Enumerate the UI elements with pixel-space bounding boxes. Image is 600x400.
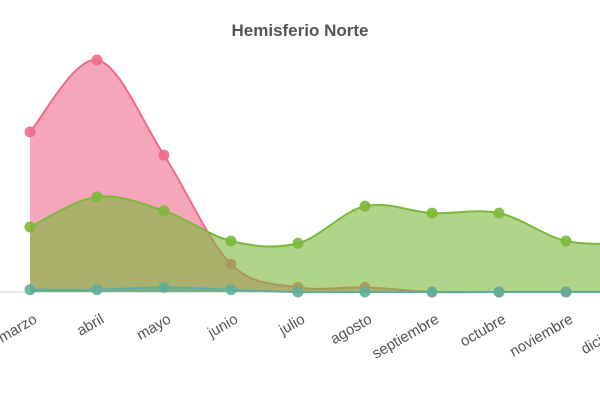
x-tick-label: mayo (134, 311, 174, 344)
data-point (292, 286, 304, 298)
data-point (426, 207, 438, 219)
data-point (426, 286, 438, 298)
data-point (24, 221, 36, 233)
data-point (158, 205, 170, 217)
data-point (225, 235, 237, 247)
data-point (359, 200, 371, 212)
x-tick-label: julio (276, 311, 308, 340)
x-tick-label: junio (204, 311, 241, 342)
data-point (91, 54, 103, 66)
data-point (493, 207, 505, 219)
area-line (29, 286, 600, 294)
data-point (560, 286, 572, 298)
data-point (158, 281, 170, 293)
data-point (225, 284, 237, 296)
x-tick-label: octubre (457, 311, 509, 351)
data-point (560, 235, 572, 247)
x-tick-label: marzo (0, 311, 40, 347)
data-point (292, 237, 304, 249)
area-line (29, 195, 600, 248)
chart-title: Hemisferio Norte (232, 21, 369, 40)
data-point (359, 286, 371, 298)
data-point (91, 284, 103, 296)
x-tick-label: agosto (327, 311, 375, 348)
x-tick-label: noviembre (507, 311, 576, 361)
data-point (24, 284, 36, 296)
x-tick-label: abril (74, 311, 107, 340)
data-point (493, 286, 505, 298)
data-point (24, 126, 36, 138)
data-point (91, 191, 103, 203)
area-fill (30, 287, 600, 293)
area-fill (30, 196, 600, 292)
x-tick-label: septiembre (369, 311, 442, 363)
x-tick-label: diciembre (578, 311, 600, 358)
data-point (158, 149, 170, 161)
